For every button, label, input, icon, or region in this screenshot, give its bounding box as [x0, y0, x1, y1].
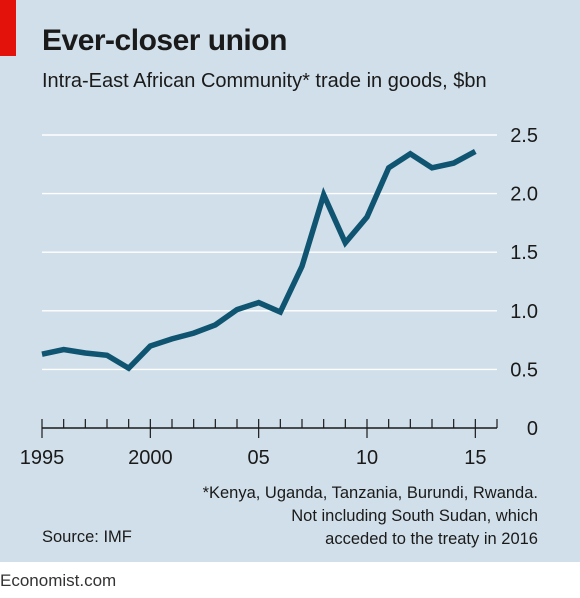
gridlines: [42, 134, 497, 371]
chart-panel: [0, 0, 580, 562]
chart-title: Ever-closer union: [42, 24, 287, 57]
footnote-line: Not including South Sudan, which: [291, 507, 538, 525]
x-axis: [41, 419, 498, 438]
y-tick-label: 0.5: [510, 359, 538, 381]
series-line: [41, 148, 477, 372]
y-tick-label: 1.5: [510, 242, 538, 264]
x-tick-labels: 1995 2000 05 10 15: [20, 447, 487, 469]
source-note: Source: IMF: [42, 528, 132, 546]
footnote-line: *Kenya, Uganda, Tanzania, Burundi, Rwand…: [202, 484, 538, 502]
y-tick-label: 1.0: [510, 301, 538, 323]
x-tick-label: 10: [356, 447, 378, 469]
x-tick-label: 2000: [128, 447, 173, 469]
y-tick-labels: 0 0.5 1.0 1.5 2.0 2.5: [510, 125, 538, 440]
footnote: *Kenya, Uganda, Tanzania, Burundi, Rwand…: [203, 482, 538, 551]
brand-logo-text: Economist.com: [0, 571, 117, 590]
x-tick-label: 05: [248, 447, 270, 469]
y-tick-label: 0: [527, 418, 538, 440]
footnote-line: acceded to the treaty in 2016: [325, 530, 538, 548]
chart-subtitle: Intra-East African Community* trade in g…: [42, 70, 487, 92]
series-group: [41, 148, 477, 372]
line-chart: 0 0.5 1.0 1.5 2.0 2.5 1995 2000 05 10 15: [20, 125, 538, 469]
y-tick-label: 2.0: [510, 184, 538, 206]
x-tick-label: 15: [464, 447, 486, 469]
brand-red-tab: [0, 0, 16, 56]
y-tick-label: 2.5: [510, 125, 538, 147]
x-tick-label: 1995: [20, 447, 65, 469]
